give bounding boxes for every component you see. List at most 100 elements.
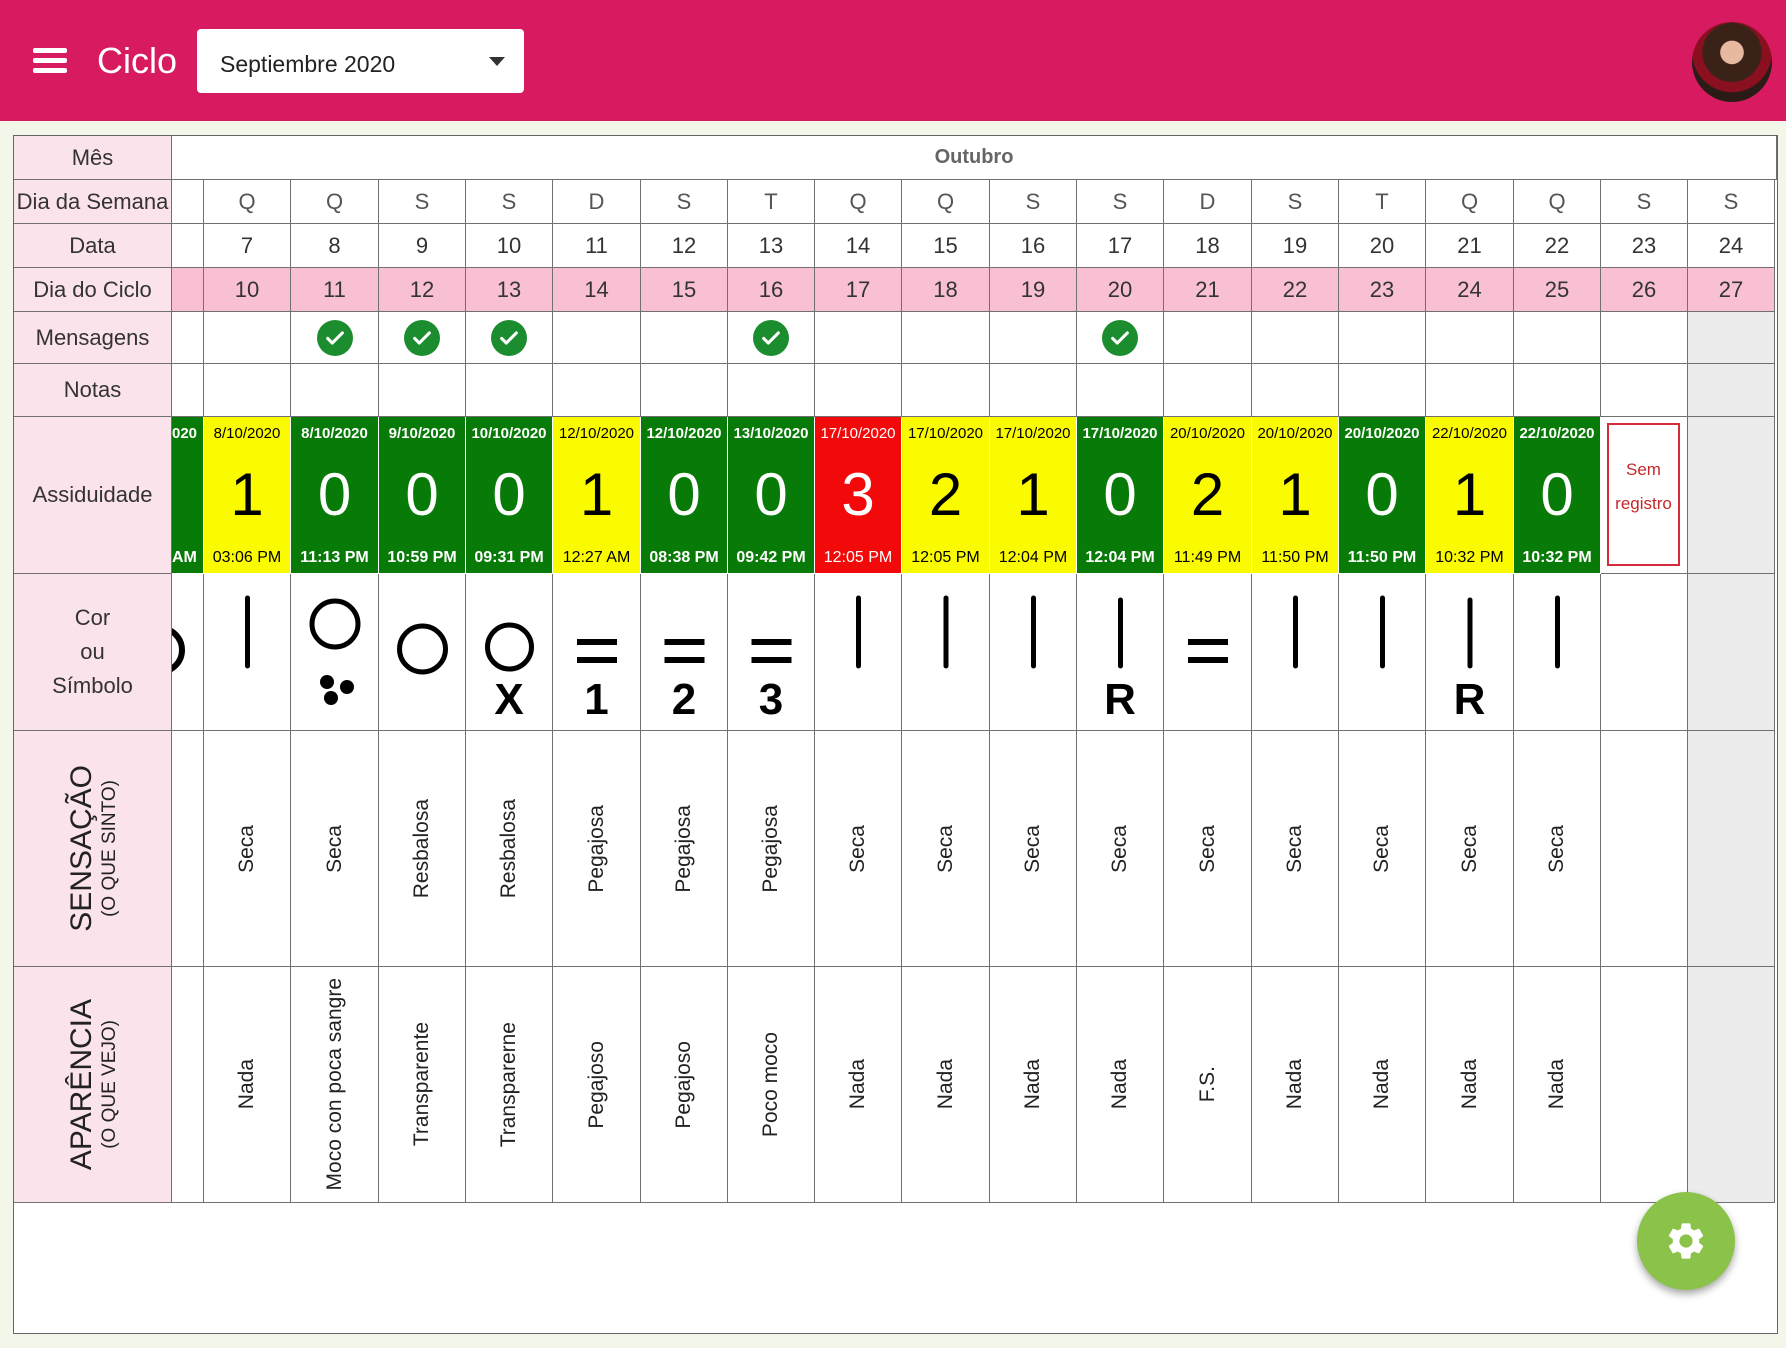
notes-cell[interactable] (1252, 364, 1339, 417)
symbol-cell[interactable] (1688, 574, 1775, 731)
notes-cell[interactable] (1339, 364, 1426, 417)
sensation-cell[interactable]: Seca (990, 731, 1077, 967)
messages-cell[interactable] (1601, 312, 1688, 364)
month-select[interactable]: Septiembre 2020 (197, 29, 524, 93)
partial-attendance[interactable]: 020 AM (172, 417, 204, 573)
attendance-cell[interactable]: 20/10/2020 0 11:50 PM (1339, 417, 1426, 573)
symbol-cell[interactable] (204, 574, 291, 731)
appearance-cell[interactable]: Poco moco (728, 967, 815, 1203)
appearance-cell[interactable] (1601, 967, 1688, 1203)
symbol-cell[interactable]: R (1077, 574, 1164, 731)
symbol-cell[interactable] (1514, 574, 1601, 731)
symbol-cell[interactable]: R (1426, 574, 1514, 731)
notes-cell[interactable] (1688, 364, 1775, 417)
notes-cell[interactable] (728, 364, 815, 417)
attendance-cell[interactable]: 17/10/2020 3 12:05 PM (815, 417, 902, 573)
attendance-cell[interactable]: 20/10/2020 1 11:50 PM (1252, 417, 1339, 573)
symbol-cell[interactable] (1252, 574, 1339, 731)
appearance-cell[interactable]: Nada (815, 967, 902, 1203)
appearance-cell[interactable]: Nada (1426, 967, 1514, 1203)
messages-cell[interactable] (815, 312, 902, 364)
attendance-cell[interactable]: Sem registro (1601, 417, 1688, 574)
notes-cell[interactable] (902, 364, 990, 417)
messages-cell[interactable] (990, 312, 1077, 364)
symbol-cell[interactable]: 2 (641, 574, 728, 731)
menu-icon[interactable] (33, 46, 69, 76)
messages-cell[interactable] (379, 312, 466, 364)
sensation-cell[interactable]: Seca (1426, 731, 1514, 967)
appearance-cell[interactable]: Nada (902, 967, 990, 1203)
sensation-cell[interactable]: Seca (204, 731, 291, 967)
sensation-cell[interactable]: Pegajosa (728, 731, 815, 967)
appearance-cell[interactable]: F.S. (1164, 967, 1252, 1203)
appearance-cell[interactable]: Nada (1339, 967, 1426, 1203)
attendance-cell[interactable]: 8/10/2020 1 03:06 PM (204, 417, 291, 573)
appearance-cell[interactable]: Moco con poca sangre (291, 967, 379, 1203)
notes-cell[interactable] (466, 364, 553, 417)
messages-cell[interactable] (728, 312, 815, 364)
notes-cell[interactable] (553, 364, 641, 417)
symbol-cell[interactable] (815, 574, 902, 731)
symbol-cell[interactable] (1339, 574, 1426, 731)
messages-cell[interactable] (553, 312, 641, 364)
sensation-cell[interactable]: Seca (815, 731, 902, 967)
check-circle-icon[interactable] (1102, 319, 1138, 356)
notes-cell[interactable] (291, 364, 379, 417)
messages-cell[interactable] (1252, 312, 1339, 364)
attendance-cell[interactable]: 17/10/2020 2 12:05 PM (902, 417, 990, 573)
attendance-cell[interactable]: 17/10/2020 1 12:04 PM (990, 417, 1077, 573)
symbol-cell[interactable]: X (466, 574, 553, 731)
notes-cell[interactable] (1077, 364, 1164, 417)
sensation-cell[interactable]: Seca (1339, 731, 1426, 967)
appearance-cell[interactable]: Nada (1252, 967, 1339, 1203)
user-avatar[interactable] (1692, 22, 1772, 102)
messages-cell[interactable] (1339, 312, 1426, 364)
messages-cell[interactable] (466, 312, 553, 364)
sensation-cell[interactable]: Seca (1077, 731, 1164, 967)
settings-button[interactable] (1637, 1192, 1735, 1290)
symbol-cell[interactable] (379, 574, 466, 731)
symbol-cell[interactable]: 1 (553, 574, 641, 731)
symbol-cell[interactable] (291, 574, 379, 731)
attendance-cell[interactable]: 22/10/2020 0 10:32 PM (1514, 417, 1601, 573)
sensation-cell[interactable] (1601, 731, 1688, 967)
messages-cell[interactable] (204, 312, 291, 364)
attendance-cell[interactable]: 10/10/2020 0 09:31 PM (466, 417, 553, 573)
appearance-cell[interactable]: Pegajoso (641, 967, 728, 1203)
messages-cell[interactable] (1514, 312, 1601, 364)
messages-cell[interactable] (1164, 312, 1252, 364)
messages-cell[interactable] (641, 312, 728, 364)
messages-cell[interactable] (1077, 312, 1164, 364)
notes-cell[interactable] (1164, 364, 1252, 417)
symbol-cell[interactable] (990, 574, 1077, 731)
check-circle-icon[interactable] (753, 319, 789, 356)
attendance-cell[interactable]: 22/10/2020 1 10:32 PM (1426, 417, 1514, 573)
messages-cell[interactable] (902, 312, 990, 364)
attendance-cell[interactable]: 9/10/2020 0 10:59 PM (379, 417, 466, 573)
notes-cell[interactable] (990, 364, 1077, 417)
symbol-cell[interactable] (1601, 574, 1688, 731)
attendance-cell[interactable]: 8/10/2020 0 11:13 PM (291, 417, 379, 573)
notes-cell[interactable] (379, 364, 466, 417)
sensation-cell[interactable]: Seca (1164, 731, 1252, 967)
attendance-cell[interactable]: 17/10/2020 0 12:04 PM (1077, 417, 1164, 573)
sensation-cell[interactable] (1688, 731, 1775, 967)
notes-cell[interactable] (1514, 364, 1601, 417)
sensation-cell[interactable]: Pegajosa (641, 731, 728, 967)
sensation-cell[interactable]: Seca (291, 731, 379, 967)
sensation-cell[interactable]: Resbalosa (379, 731, 466, 967)
appearance-cell[interactable]: Transparente (379, 967, 466, 1203)
sensation-cell[interactable]: Seca (902, 731, 990, 967)
messages-cell[interactable] (1688, 312, 1775, 364)
appearance-cell[interactable]: Nada (990, 967, 1077, 1203)
notes-cell[interactable] (815, 364, 902, 417)
symbol-cell[interactable] (902, 574, 990, 731)
notes-cell[interactable] (204, 364, 291, 417)
symbol-cell[interactable] (1164, 574, 1252, 731)
attendance-cell[interactable]: 12/10/2020 1 12:27 AM (553, 417, 641, 573)
attendance-cell[interactable]: 13/10/2020 0 09:42 PM (728, 417, 815, 573)
sensation-cell[interactable]: Resbalosa (466, 731, 553, 967)
notes-cell[interactable] (1426, 364, 1514, 417)
appearance-cell[interactable]: Transparerne (466, 967, 553, 1203)
appearance-cell[interactable]: Pegajoso (553, 967, 641, 1203)
